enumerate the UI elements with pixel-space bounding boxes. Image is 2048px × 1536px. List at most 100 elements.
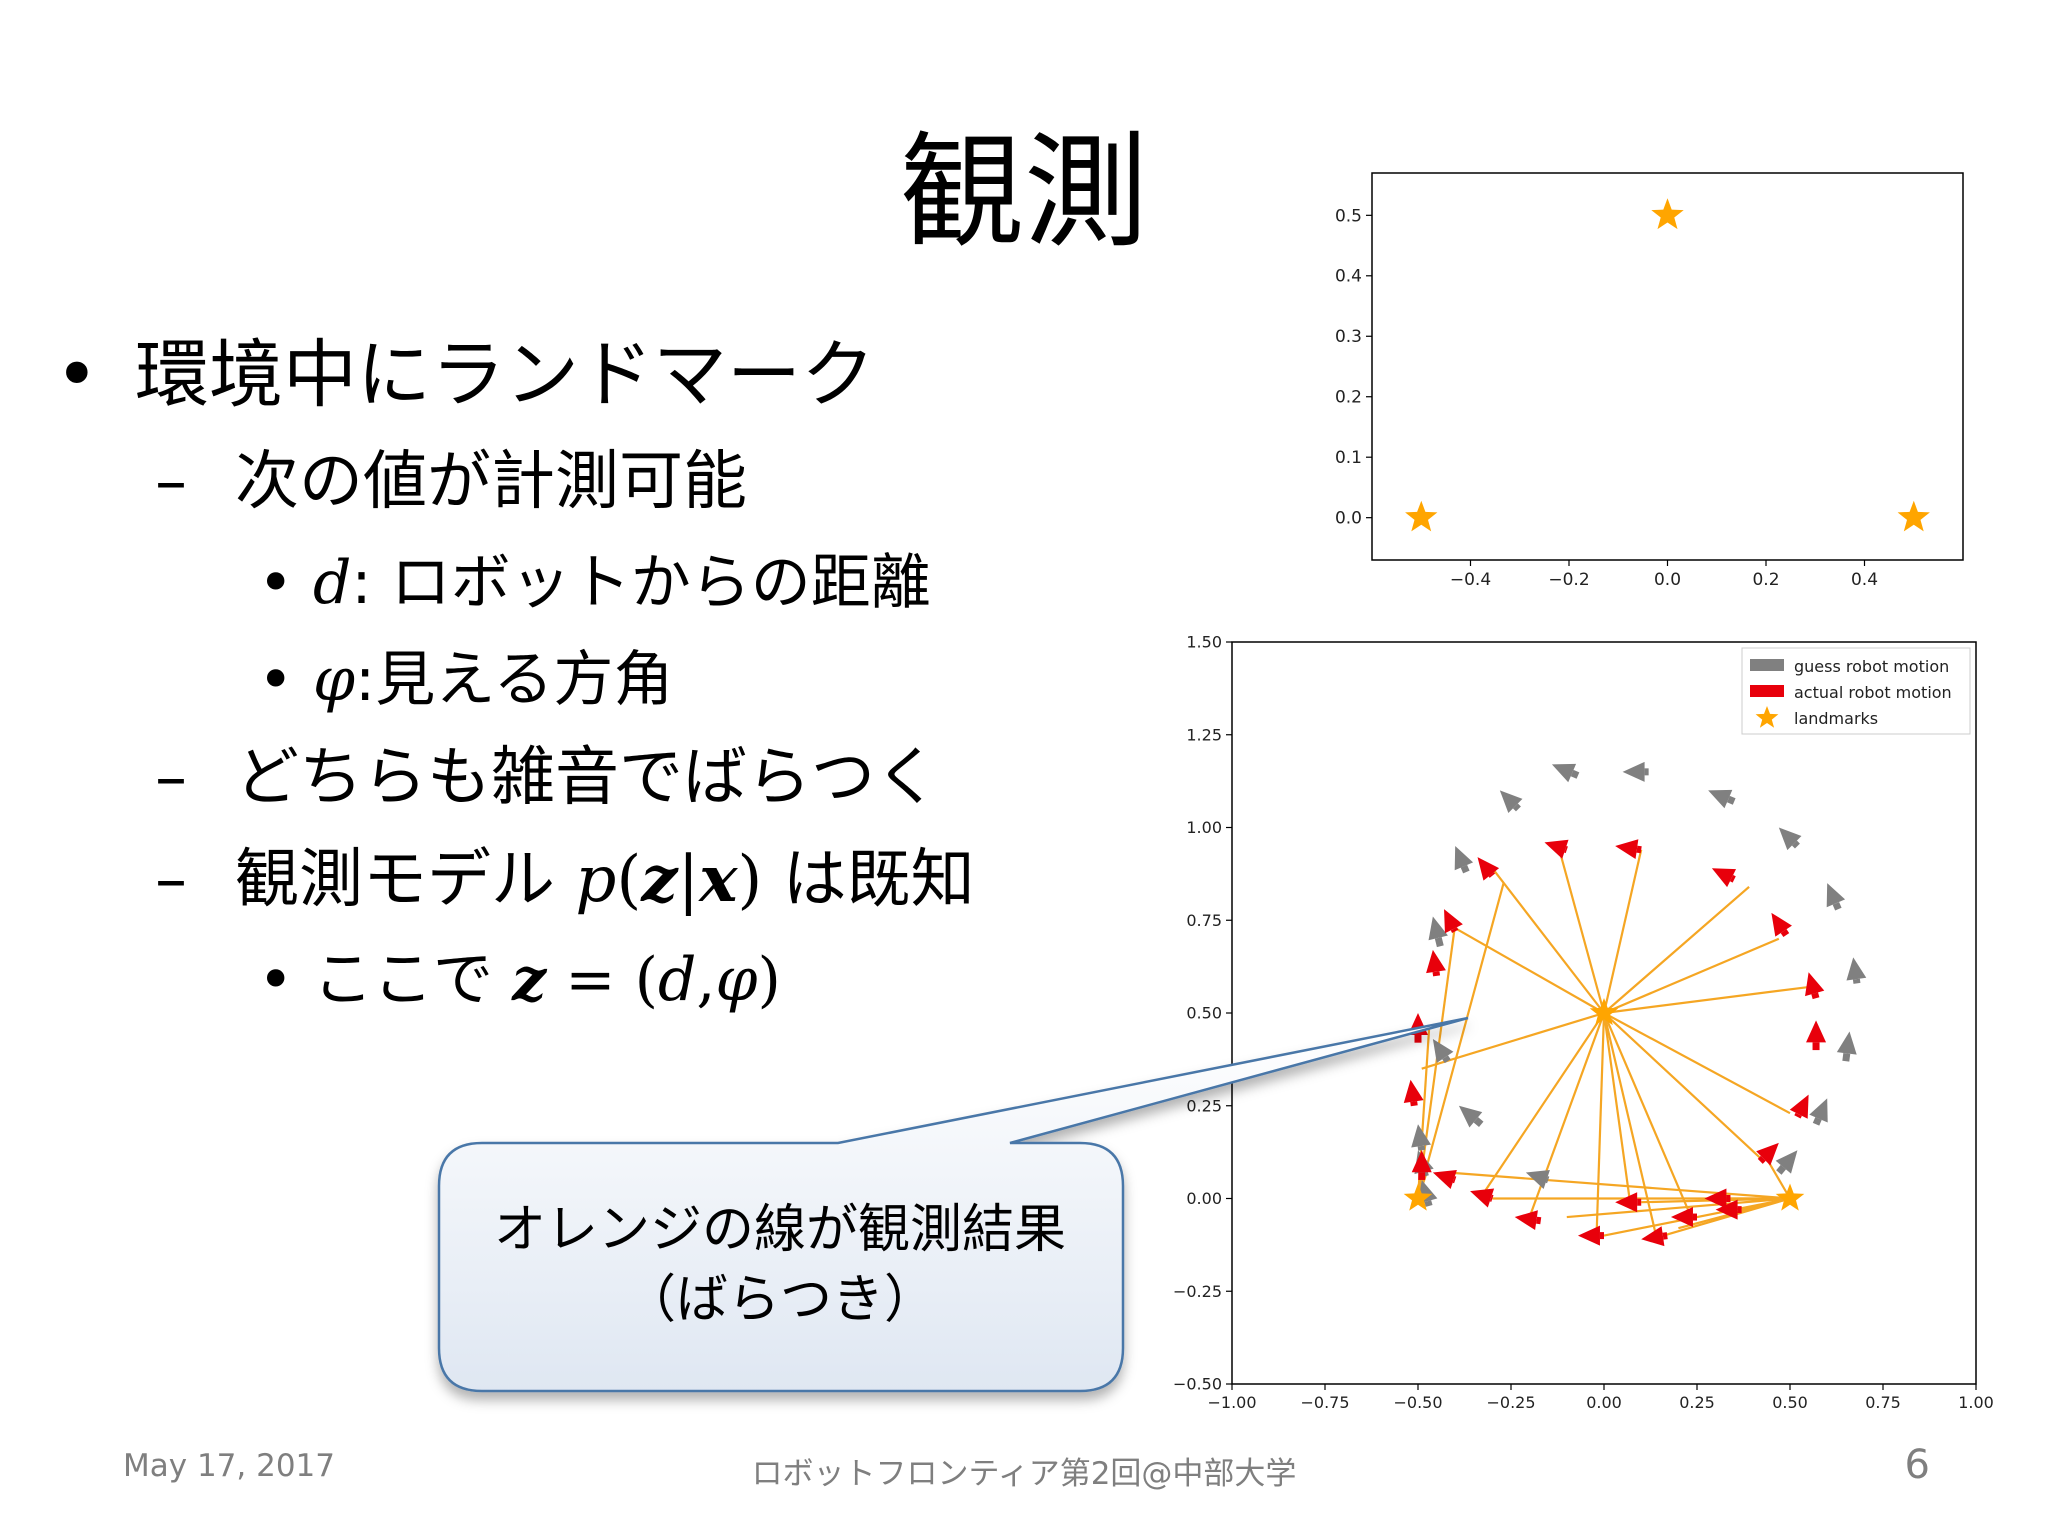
actual-arrow xyxy=(1771,912,1792,938)
c2-x-tick-label: 1.00 xyxy=(1958,1393,1994,1412)
guess-arrow-head xyxy=(1809,1098,1828,1123)
c1-plot-frame xyxy=(1371,172,1964,561)
actual-arrow-head xyxy=(1711,868,1737,888)
landmark-star-icon xyxy=(1897,500,1930,532)
actual-arrow-head xyxy=(1756,1142,1779,1166)
bullet-text: :見える方角 xyxy=(355,645,674,715)
actual-arrow-shaft xyxy=(1636,845,1642,854)
actual-arrow xyxy=(1670,1207,1697,1228)
actual-arrow-head xyxy=(1641,1226,1665,1247)
guess-arrow-shaft xyxy=(1417,1145,1426,1151)
bullet-text: 観測モデル xyxy=(235,843,555,917)
landmark-chart-svg: −0.4 −0.2 0.0 0.2 0.4 0.0 0.1 0.2 0.3 0.4 0.5 xyxy=(1335,172,1964,590)
actual-arrow-head xyxy=(1544,839,1569,859)
observation-line xyxy=(1491,867,1605,1014)
bullet-marker: • xyxy=(55,332,99,418)
math-symbol-z: z xyxy=(512,945,547,1015)
c2-x-tick-label: 0.75 xyxy=(1865,1393,1901,1412)
actual-arrow xyxy=(1577,1225,1604,1246)
actual-arrow xyxy=(1715,1199,1742,1220)
actual-arrow-head xyxy=(1444,909,1463,934)
bullet-level3: • ここで z = (d,φ) xyxy=(258,942,781,1018)
guess-arrow-shaft xyxy=(1852,978,1861,984)
c2-x-tick-label: 0.00 xyxy=(1586,1393,1622,1412)
bullet-level2: – 次の値が計測可能 xyxy=(155,442,747,522)
guess-arrow-head xyxy=(1551,763,1577,783)
guess-arrow xyxy=(1708,789,1736,809)
guess-arrow-head xyxy=(1525,1169,1550,1189)
c2-y-tick-label: −0.50 xyxy=(1173,1375,1222,1394)
guess-arrow xyxy=(1826,883,1846,911)
c1-x-tick-label: −0.2 xyxy=(1548,570,1589,590)
guess-arrow xyxy=(1846,957,1867,984)
math-symbol-d: d xyxy=(658,945,697,1015)
c1-y-tick-label: 0.5 xyxy=(1335,206,1362,226)
footer-event: ロボットフロンティア第2回@中部大学 xyxy=(751,1456,1297,1492)
actual-arrow-shaft xyxy=(1488,872,1496,878)
c2-y-tick-label: −0.25 xyxy=(1173,1282,1222,1301)
guess-arrow-shaft xyxy=(1727,795,1736,805)
bullet-text: どちらも雑音でばらつく xyxy=(235,741,939,815)
guess-arrow-shaft xyxy=(1832,901,1842,911)
actual-arrow-head xyxy=(1470,1188,1495,1208)
math-symbol-d: d xyxy=(313,548,352,618)
actual-arrow-head xyxy=(1715,1199,1738,1220)
guess-arrow-head xyxy=(1775,1150,1798,1174)
observation-line xyxy=(1603,1012,1791,1115)
guess-arrow-shaft xyxy=(1424,1200,1433,1207)
guess-arrow xyxy=(1836,1031,1857,1062)
bullet-marker: • xyxy=(258,945,294,1015)
actual-arrow-shaft xyxy=(1780,929,1790,938)
landmark-star-icon xyxy=(1405,500,1438,532)
guess-arrow-shaft xyxy=(1791,840,1800,849)
c2-x-tick-label: 0.25 xyxy=(1679,1393,1715,1412)
bullet-level2: – どちらも雑音でばらつく xyxy=(155,738,939,818)
observation-line xyxy=(1602,849,1643,1014)
bullet-text: 次の値が計測可能 xyxy=(235,445,747,519)
legend-label: actual robot motion xyxy=(1794,683,1952,702)
landmark-star-icon xyxy=(1651,198,1684,230)
bullet-list: • 環境中にランドマーク – 次の値が計測可能 • d: ロボットからの距離 • φ:見… xyxy=(0,0,1150,1100)
bullet-level2: – 観測モデル p(z|x) は既知 xyxy=(155,840,975,920)
actual-arrow-head xyxy=(1789,1094,1809,1119)
actual-arrow-shaft xyxy=(1794,1112,1802,1119)
c1-y-tick-label: 0.4 xyxy=(1335,267,1362,287)
legend-star-icon xyxy=(1755,706,1779,728)
c2-x-tick-label: −1.00 xyxy=(1207,1393,1256,1412)
guess-arrow xyxy=(1778,827,1802,851)
guess-arrow-shaft xyxy=(1842,1052,1851,1062)
actual-arrow-head xyxy=(1806,1020,1827,1043)
c1-x-tick-label: 0.2 xyxy=(1752,570,1779,590)
guess-arrow-head xyxy=(1454,846,1474,871)
dash-marker: – xyxy=(155,445,187,519)
actual-arrow xyxy=(1544,839,1569,859)
actual-arrow xyxy=(1704,1188,1731,1209)
page-number: 6 xyxy=(1904,1442,1930,1488)
bullet-text: 環境中にランドマーク xyxy=(135,332,875,418)
observation-line xyxy=(1447,1171,1791,1200)
math-symbol-x: x xyxy=(699,842,738,917)
actual-arrow-shaft xyxy=(1811,992,1820,1000)
math-symbol-p: p xyxy=(575,843,617,917)
actual-arrow xyxy=(1806,1020,1827,1051)
c2-y-tick-label: 0.50 xyxy=(1186,1004,1222,1023)
dash-marker: – xyxy=(155,741,187,815)
guess-arrow-head xyxy=(1836,1031,1857,1055)
actual-arrow-head xyxy=(1704,1188,1727,1209)
guess-arrow-head xyxy=(1778,827,1802,851)
math-paren-close: ) xyxy=(757,945,781,1015)
c2-x-tick-label: −0.50 xyxy=(1393,1393,1442,1412)
actual-arrow-head xyxy=(1771,912,1792,937)
guess-arrow xyxy=(1622,761,1649,782)
actual-arrow xyxy=(1477,857,1500,881)
guess-arrow-shaft xyxy=(1473,1117,1484,1127)
observation-line xyxy=(1602,1012,1632,1203)
math-symbol-z: z xyxy=(641,842,678,917)
guess-arrow-shaft xyxy=(1434,937,1444,948)
actual-arrow-head xyxy=(1426,949,1446,974)
guess-arrow-head xyxy=(1846,957,1867,981)
callout-text: オレンジの線が観測結果 （ばらつき） xyxy=(440,1195,1120,1335)
math-paren-open: ( xyxy=(616,843,642,917)
math-symbol-phi: φ xyxy=(715,945,758,1015)
bullet-level3: • d: ロボットからの距離 xyxy=(258,545,931,621)
